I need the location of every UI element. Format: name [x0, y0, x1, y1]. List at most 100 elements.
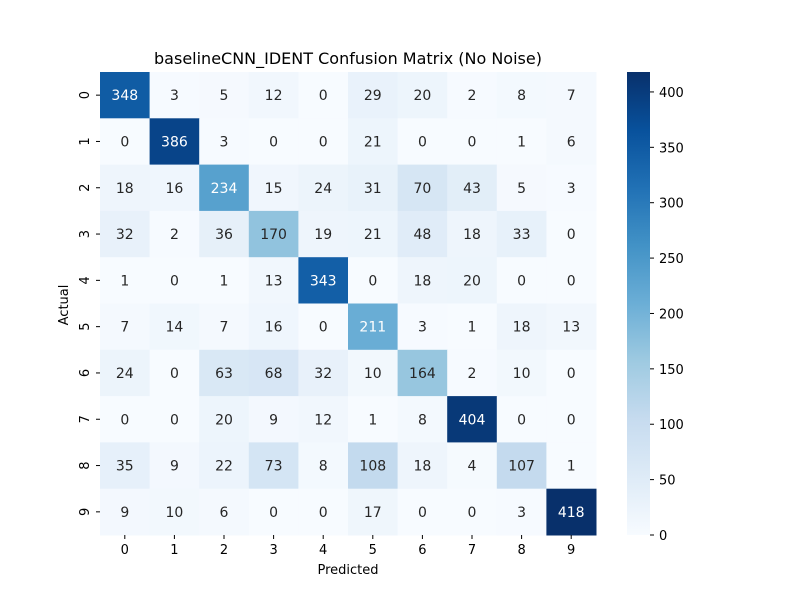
heatmap-cell-r8-c5 [348, 442, 399, 490]
cell-value-r1-c2: 3 [220, 134, 229, 150]
cell-value-r4-c6: 18 [413, 273, 431, 289]
cell-value-r7-c5: 1 [368, 412, 377, 428]
cell-value-r8-c6: 18 [413, 459, 431, 475]
heatmap-cell-r0-c2 [199, 72, 250, 119]
heatmap-cell-r8-c3 [248, 442, 299, 490]
x-tick-label-0: 0 [121, 543, 129, 558]
heatmap-cell-r3-c9 [546, 210, 597, 258]
cell-value-r4-c3: 13 [265, 273, 283, 289]
heatmap-cell-r9-c1 [149, 488, 200, 536]
heatmap-cell-r2-c8 [496, 164, 547, 212]
cell-value-r4-c7: 20 [463, 273, 481, 289]
heatmap-cell-r1-c6 [397, 118, 448, 166]
heatmap-cell-r7-c5 [348, 396, 399, 443]
x-axis-label: Predicted [317, 563, 378, 578]
colorbar-tick-label-400: 400 [659, 86, 684, 101]
heatmap-cell-r5-c4 [298, 303, 349, 351]
heatmap-cell-r4-c6 [397, 257, 448, 304]
heatmap-cell-r4-c2 [199, 257, 250, 304]
cell-value-r6-c7: 2 [468, 366, 477, 382]
heatmap-cell-r1-c0 [100, 118, 151, 166]
heatmap-cell-r5-c6 [397, 303, 448, 351]
cell-value-r0-c9: 7 [567, 88, 576, 104]
heatmap-cell-r5-c2 [199, 303, 250, 351]
colorbar-tick-label-0: 0 [659, 529, 667, 544]
heatmap-cell-r6-c3 [248, 349, 299, 397]
cell-value-r3-c0: 32 [116, 227, 134, 243]
cell-value-r2-c5: 31 [364, 181, 382, 197]
heatmap-cell-r0-c4 [298, 72, 349, 119]
cell-value-r5-c3: 16 [265, 320, 283, 336]
x-tick-label-4: 4 [319, 543, 327, 558]
y-tick-label-5: 5 [78, 323, 93, 331]
heatmap-cell-r5-c7 [447, 303, 498, 351]
cell-value-r8-c8: 107 [508, 459, 535, 475]
cell-value-r6-c8: 10 [513, 366, 531, 382]
heatmap-cell-r5-c8 [496, 303, 547, 351]
cell-value-r2-c2: 234 [211, 181, 238, 197]
cell-value-r2-c1: 16 [165, 181, 183, 197]
cell-value-r5-c0: 7 [120, 320, 129, 336]
heatmap-cell-r2-c7 [447, 164, 498, 212]
heatmap-cell-r4-c7 [447, 257, 498, 304]
cell-value-r2-c6: 70 [413, 181, 431, 197]
x-tick-label-5: 5 [369, 543, 377, 558]
heatmap-cell-r2-c1 [149, 164, 200, 212]
cell-value-r4-c2: 1 [220, 273, 229, 289]
cell-value-r7-c8: 0 [517, 412, 526, 428]
cell-value-r6-c0: 24 [116, 366, 134, 382]
cell-value-r2-c3: 15 [265, 181, 283, 197]
heatmap-cell-r0-c7 [447, 72, 498, 119]
heatmap-cell-r3-c4 [298, 210, 349, 258]
heatmap-cell-r6-c6 [397, 349, 448, 397]
heatmap-cell-r9-c8 [496, 488, 547, 536]
heatmap-cell-r4-c3 [248, 257, 299, 304]
cell-value-r8-c3: 73 [265, 459, 283, 475]
x-tick-label-9: 9 [567, 543, 575, 558]
heatmap-cell-r0-c9 [546, 72, 597, 119]
cell-value-r4-c4: 343 [310, 273, 337, 289]
cell-value-r9-c7: 0 [468, 505, 477, 521]
colorbar-tick-label-100: 100 [659, 418, 684, 433]
cell-value-r0-c5: 29 [364, 88, 382, 104]
heatmap-cell-r9-c4 [298, 488, 349, 536]
heatmap-cell-r8-c0 [100, 442, 151, 490]
heatmap-cell-r1-c5 [348, 118, 399, 166]
cell-value-r4-c5: 0 [368, 273, 377, 289]
cell-value-r7-c3: 9 [269, 412, 278, 428]
cell-value-r9-c3: 0 [269, 505, 278, 521]
cell-value-r6-c4: 32 [314, 366, 332, 382]
cell-value-r4-c8: 0 [517, 273, 526, 289]
cell-value-r4-c0: 1 [120, 273, 129, 289]
heatmap-cell-r5-c9 [546, 303, 597, 351]
cell-value-r5-c4: 0 [319, 320, 328, 336]
cell-value-r2-c7: 43 [463, 181, 481, 197]
heatmap-cell-r9-c9 [546, 488, 597, 536]
cell-value-r7-c0: 0 [120, 412, 129, 428]
cell-value-r9-c6: 0 [418, 505, 427, 521]
cell-value-r1-c7: 0 [468, 134, 477, 150]
heatmap-cell-r8-c8 [496, 442, 547, 490]
cell-value-r2-c0: 18 [116, 181, 134, 197]
colorbar [627, 72, 650, 535]
y-tick-label-3: 3 [78, 230, 93, 238]
heatmap-cell-r0-c6 [397, 72, 448, 119]
y-tick-label-6: 6 [78, 369, 93, 377]
heatmap-cell-r0-c8 [496, 72, 547, 119]
cell-value-r0-c0: 348 [111, 88, 138, 104]
heatmap-cell-r1-c8 [496, 118, 547, 166]
cell-value-r5-c2: 7 [220, 320, 229, 336]
y-tick-label-1: 1 [78, 137, 93, 145]
heatmap-cell-r5-c0 [100, 303, 151, 351]
cell-value-r7-c6: 8 [418, 412, 427, 428]
heatmap-cell-r9-c6 [397, 488, 448, 536]
cell-value-r7-c4: 12 [314, 412, 332, 428]
cell-value-r1-c6: 0 [418, 134, 427, 150]
cell-value-r1-c4: 0 [319, 134, 328, 150]
y-tick-label-9: 9 [78, 508, 93, 516]
heatmap-cell-r6-c4 [298, 349, 349, 397]
cell-value-r3-c6: 48 [413, 227, 431, 243]
cell-value-r0-c8: 8 [517, 88, 526, 104]
cell-value-r0-c4: 0 [319, 88, 328, 104]
